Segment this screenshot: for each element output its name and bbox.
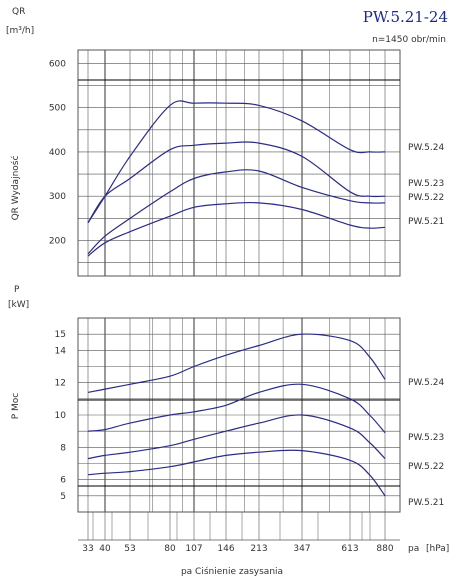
- power-series-label-pw-5-24: PW.5.24: [408, 378, 444, 388]
- flow-plot-frame: [77, 49, 401, 277]
- speed-subtitle: n=1450 obr/min: [372, 35, 446, 45]
- flow-y-tick-500: 500: [49, 104, 66, 114]
- flow-y-tick-200: 200: [49, 237, 66, 247]
- x-tick-label-33: 33: [82, 544, 93, 554]
- power-y-tick-15: 15: [55, 330, 66, 340]
- flow-y-tick-400: 400: [49, 148, 66, 158]
- bottom-y-axis-label: P Moc: [11, 393, 21, 420]
- top-y-axis-label: QR Wydajność: [10, 156, 21, 221]
- flow-curve-pw-5-24: [87, 100, 386, 224]
- flow-series-label-pw-5-22: PW.5.22: [408, 193, 444, 203]
- power-series-label-pw-5-22: PW.5.22: [408, 462, 444, 472]
- bottom-y-symbol: P: [14, 285, 20, 295]
- top-y-symbol: QR: [12, 7, 25, 17]
- flow-curve-pw-5-22: [87, 169, 386, 255]
- x-axis-unit-symbol: pa: [408, 544, 419, 554]
- flow-curve-pw-5-21: [87, 201, 386, 257]
- flow-series-label-pw-5-24: PW.5.24: [408, 143, 444, 153]
- flow-y-tick-300: 300: [49, 192, 66, 202]
- power-y-tick-12: 12: [55, 379, 66, 389]
- flow-series-label-pw-5-23: PW.5.23: [408, 179, 444, 189]
- power-series-label-pw-5-23: PW.5.23: [408, 433, 444, 443]
- flow-series-label-pw-5-21: PW.5.21: [408, 217, 444, 227]
- power-curve-pw-5-21: [87, 449, 386, 497]
- chart-title: PW.5.21-24: [363, 8, 448, 26]
- x-tick-label-146: 146: [217, 544, 234, 554]
- x-axis-label: pa Ciśnienie zasysania: [181, 566, 283, 577]
- x-tick-label-880: 880: [376, 544, 393, 554]
- power-y-tick-5: 5: [60, 492, 66, 502]
- x-tick-label-80: 80: [164, 544, 176, 554]
- power-curve-pw-5-22: [87, 414, 386, 460]
- x-axis-unit: [hPa]: [426, 544, 449, 554]
- power-curve-pw-5-23: [87, 383, 386, 434]
- x-tick-label-213: 213: [250, 544, 267, 554]
- power-curve-pw-5-24: [87, 333, 386, 393]
- power-y-tick-10: 10: [55, 411, 67, 421]
- x-tick-label-40: 40: [99, 544, 111, 554]
- flow-y-tick-600: 600: [49, 59, 66, 69]
- power-y-tick-6: 6: [60, 476, 66, 486]
- power-y-tick-14: 14: [55, 346, 67, 356]
- power-y-tick-8: 8: [60, 443, 66, 453]
- flow-curve-pw-5-23: [87, 141, 386, 224]
- x-tick-label-53: 53: [124, 544, 135, 554]
- bottom-y-unit: [kW]: [8, 300, 29, 310]
- x-tick-label-107: 107: [185, 544, 202, 554]
- top-y-unit: [m³/h]: [6, 26, 34, 36]
- x-tick-label-347: 347: [293, 544, 310, 554]
- x-tick-label-613: 613: [341, 544, 358, 554]
- power-series-label-pw-5-21: PW.5.21: [408, 498, 444, 508]
